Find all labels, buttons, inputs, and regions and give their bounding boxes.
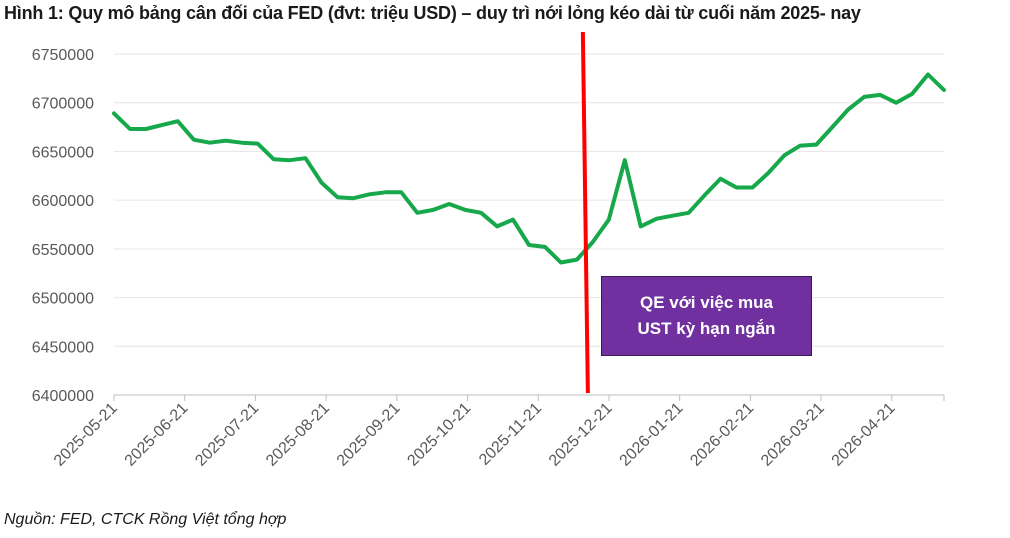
- x-tick-label: 2026-01-21: [617, 400, 687, 470]
- annotation-line-1: QE với việc mua: [639, 293, 774, 312]
- x-tick-label: 2025-12-21: [546, 400, 616, 470]
- series-line: [112, 72, 946, 265]
- x-tick-label: 2026-04-21: [829, 400, 899, 470]
- x-tick-label: 2025-10-21: [404, 400, 474, 470]
- x-tick-label: 2025-06-21: [122, 400, 192, 470]
- y-tick-label: 6650000: [32, 144, 94, 161]
- x-axis-ticks: 2025-05-21 2025-06-21 2025-07-21 2025-08-21…: [51, 395, 945, 470]
- x-tick-label: 2025-09-21: [334, 400, 404, 470]
- y-tick-label: 6550000: [32, 242, 94, 259]
- y-tick-label: 6400000: [32, 388, 94, 405]
- y-tick-label: 6600000: [32, 193, 94, 210]
- x-tick-label: 2025-11-21: [476, 400, 545, 469]
- x-tick-label: 2026-02-21: [687, 400, 757, 470]
- y-tick-label: 6450000: [32, 339, 94, 356]
- y-tick-label: 6500000: [32, 291, 94, 308]
- marker-layer: [580, 31, 590, 394]
- source-note: Nguồn: FED, CTCK Rồng Việt tổng hợp: [4, 511, 287, 528]
- x-tick-label: 2025-07-21: [192, 400, 262, 470]
- chart-title: Hình 1: Quy mô bảng cân đối của FED (đvt…: [4, 3, 861, 23]
- gridlines: [114, 53, 944, 347]
- x-tick-label: 2026-03-21: [758, 400, 828, 470]
- qe-annotation-box: QE với việc mua UST kỳ hạn ngắn: [601, 276, 812, 356]
- y-tick-label: 6700000: [32, 96, 94, 113]
- y-axis-ticks: 6400000 6450000 6500000 6550000 6600000 66500…: [32, 47, 94, 405]
- x-tick-label: 2025-08-21: [263, 400, 333, 470]
- y-tick-label: 6750000: [32, 47, 94, 64]
- x-tick-label: 2025-05-21: [51, 400, 121, 470]
- annotation-line-2: UST kỳ hạn ngắn: [637, 319, 776, 338]
- series-layer: [112, 72, 946, 265]
- qe-start-marker-line: [580, 31, 590, 394]
